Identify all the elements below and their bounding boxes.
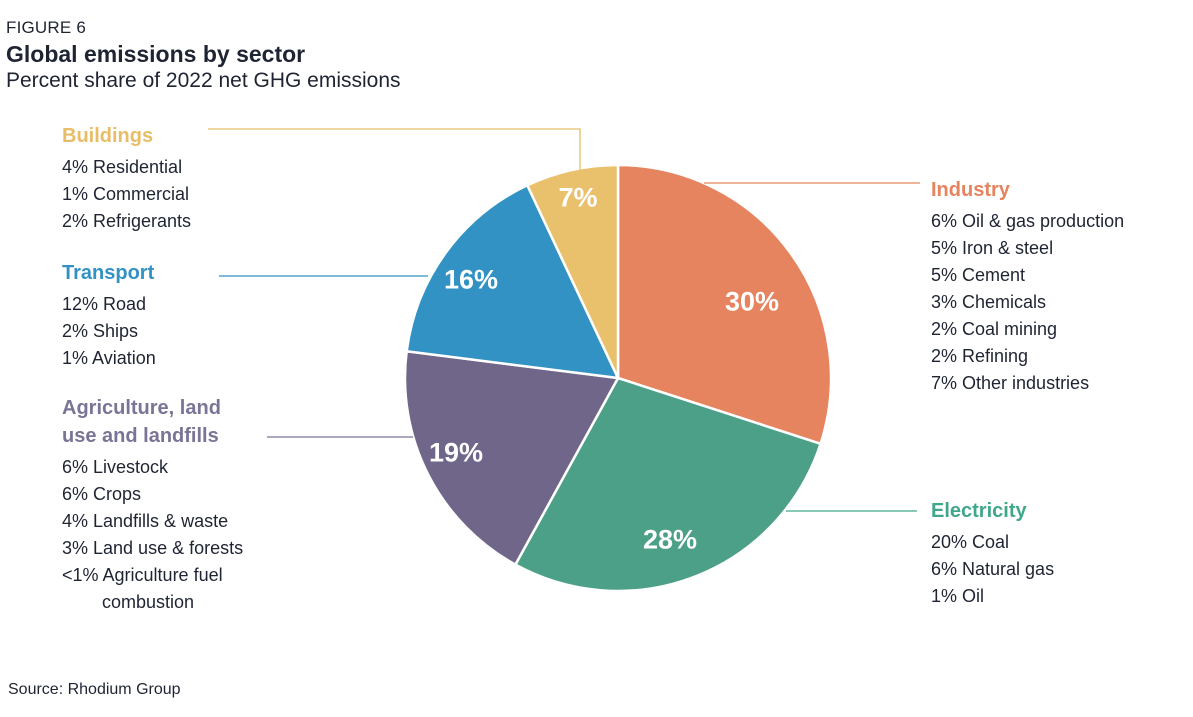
legend-block-agriculture: Agriculture, land use and landfills 6% L… bbox=[62, 394, 276, 616]
legend-title-transport: Transport bbox=[62, 262, 155, 284]
slice-value-industry: 30% bbox=[724, 286, 780, 317]
legend-title-industry: Industry bbox=[931, 179, 1010, 201]
legend-item: 5% Cement bbox=[931, 265, 1026, 285]
legend-item: 2% Ships bbox=[62, 321, 139, 341]
legend-item: 1% Oil bbox=[931, 586, 985, 606]
pie-slice-industry bbox=[616, 163, 833, 446]
legend-title-electricity: Electricity bbox=[931, 500, 1027, 522]
pie-slice-transport bbox=[405, 184, 620, 380]
legend-item: 4% Landfills & waste bbox=[62, 511, 229, 531]
legend-item: 1% Aviation bbox=[62, 348, 156, 368]
legend-item: 3% Land use & forests bbox=[62, 538, 244, 558]
legend-block-buildings: Buildings 4% Residential 1% Commercial 2… bbox=[62, 122, 292, 235]
legend-item: 4% Residential bbox=[62, 157, 183, 177]
legend-block-industry: Industry 6% Oil & gas production 5% Iron… bbox=[931, 176, 1171, 397]
leader-line-buildings bbox=[208, 128, 581, 172]
legend-item: <1% Agriculture fuel combustion bbox=[62, 565, 223, 612]
legend-item: 20% Coal bbox=[931, 532, 1010, 552]
slice-value-buildings: 7% bbox=[558, 182, 598, 213]
chart-title: Global emissions by sector bbox=[6, 41, 306, 67]
pie-slice-electricity bbox=[514, 376, 822, 593]
legend-item: 2% Refining bbox=[931, 346, 1029, 366]
chart-subtitle: Percent share of 2022 net GHG emissions bbox=[6, 69, 401, 92]
legend-block-transport: Transport 12% Road 2% Ships 1% Aviation bbox=[62, 259, 292, 372]
legend-item: 2% Coal mining bbox=[931, 319, 1058, 339]
slice-value-electricity: 28% bbox=[642, 524, 698, 555]
legend-item: 6% Crops bbox=[62, 484, 142, 504]
legend-block-electricity: Electricity 20% Coal 6% Natural gas 1% O… bbox=[931, 497, 1171, 610]
legend-item: 7% Other industries bbox=[931, 373, 1090, 393]
legend-item: 1% Commercial bbox=[62, 184, 190, 204]
slice-value-agriculture: 19% bbox=[428, 437, 484, 468]
legend-item: 6% Natural gas bbox=[931, 559, 1055, 579]
pie-slice-agriculture bbox=[403, 350, 620, 566]
legend-item: 12% Road bbox=[62, 294, 147, 314]
slice-value-transport: 16% bbox=[443, 264, 499, 295]
legend-item: 6% Oil & gas production bbox=[931, 211, 1125, 231]
legend-item: 5% Iron & steel bbox=[931, 238, 1054, 258]
legend-item: 2% Refrigerants bbox=[62, 211, 192, 231]
legend-item: 3% Chemicals bbox=[931, 292, 1047, 312]
legend-title-agriculture: Agriculture, land use and landfills bbox=[62, 397, 221, 447]
figure-number: FIGURE 6 bbox=[6, 18, 87, 37]
source-note: Source: Rhodium Group bbox=[8, 681, 181, 698]
legend-item: 6% Livestock bbox=[62, 457, 169, 477]
legend-title-buildings: Buildings bbox=[62, 125, 154, 147]
figure-header: FIGURE 6 Global emissions by sector Perc… bbox=[6, 16, 401, 94]
pie-slice-buildings bbox=[526, 163, 620, 380]
